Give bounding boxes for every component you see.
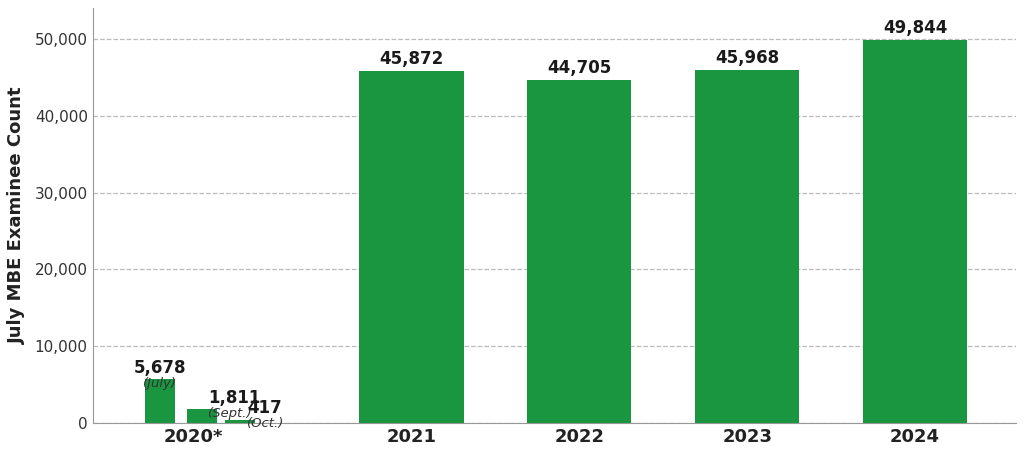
Bar	[225, 419, 255, 423]
Text: 5,678: 5,678	[133, 359, 186, 377]
Y-axis label: July MBE Examinee Count: July MBE Examinee Count	[8, 87, 27, 344]
Text: 49,844: 49,844	[883, 19, 947, 37]
Text: 1,811: 1,811	[209, 389, 261, 407]
Text: (July): (July)	[142, 377, 177, 390]
Bar	[527, 79, 632, 423]
Bar	[695, 70, 799, 423]
Text: (Oct.): (Oct.)	[247, 417, 285, 430]
Bar	[144, 379, 175, 423]
Text: (Sept.): (Sept.)	[209, 407, 253, 419]
Text: 45,968: 45,968	[715, 49, 779, 67]
Bar	[186, 409, 217, 423]
Text: 45,872: 45,872	[379, 49, 443, 68]
Bar	[863, 40, 967, 423]
Text: 44,705: 44,705	[547, 59, 611, 77]
Text: 417: 417	[247, 400, 282, 417]
Bar	[359, 71, 464, 423]
